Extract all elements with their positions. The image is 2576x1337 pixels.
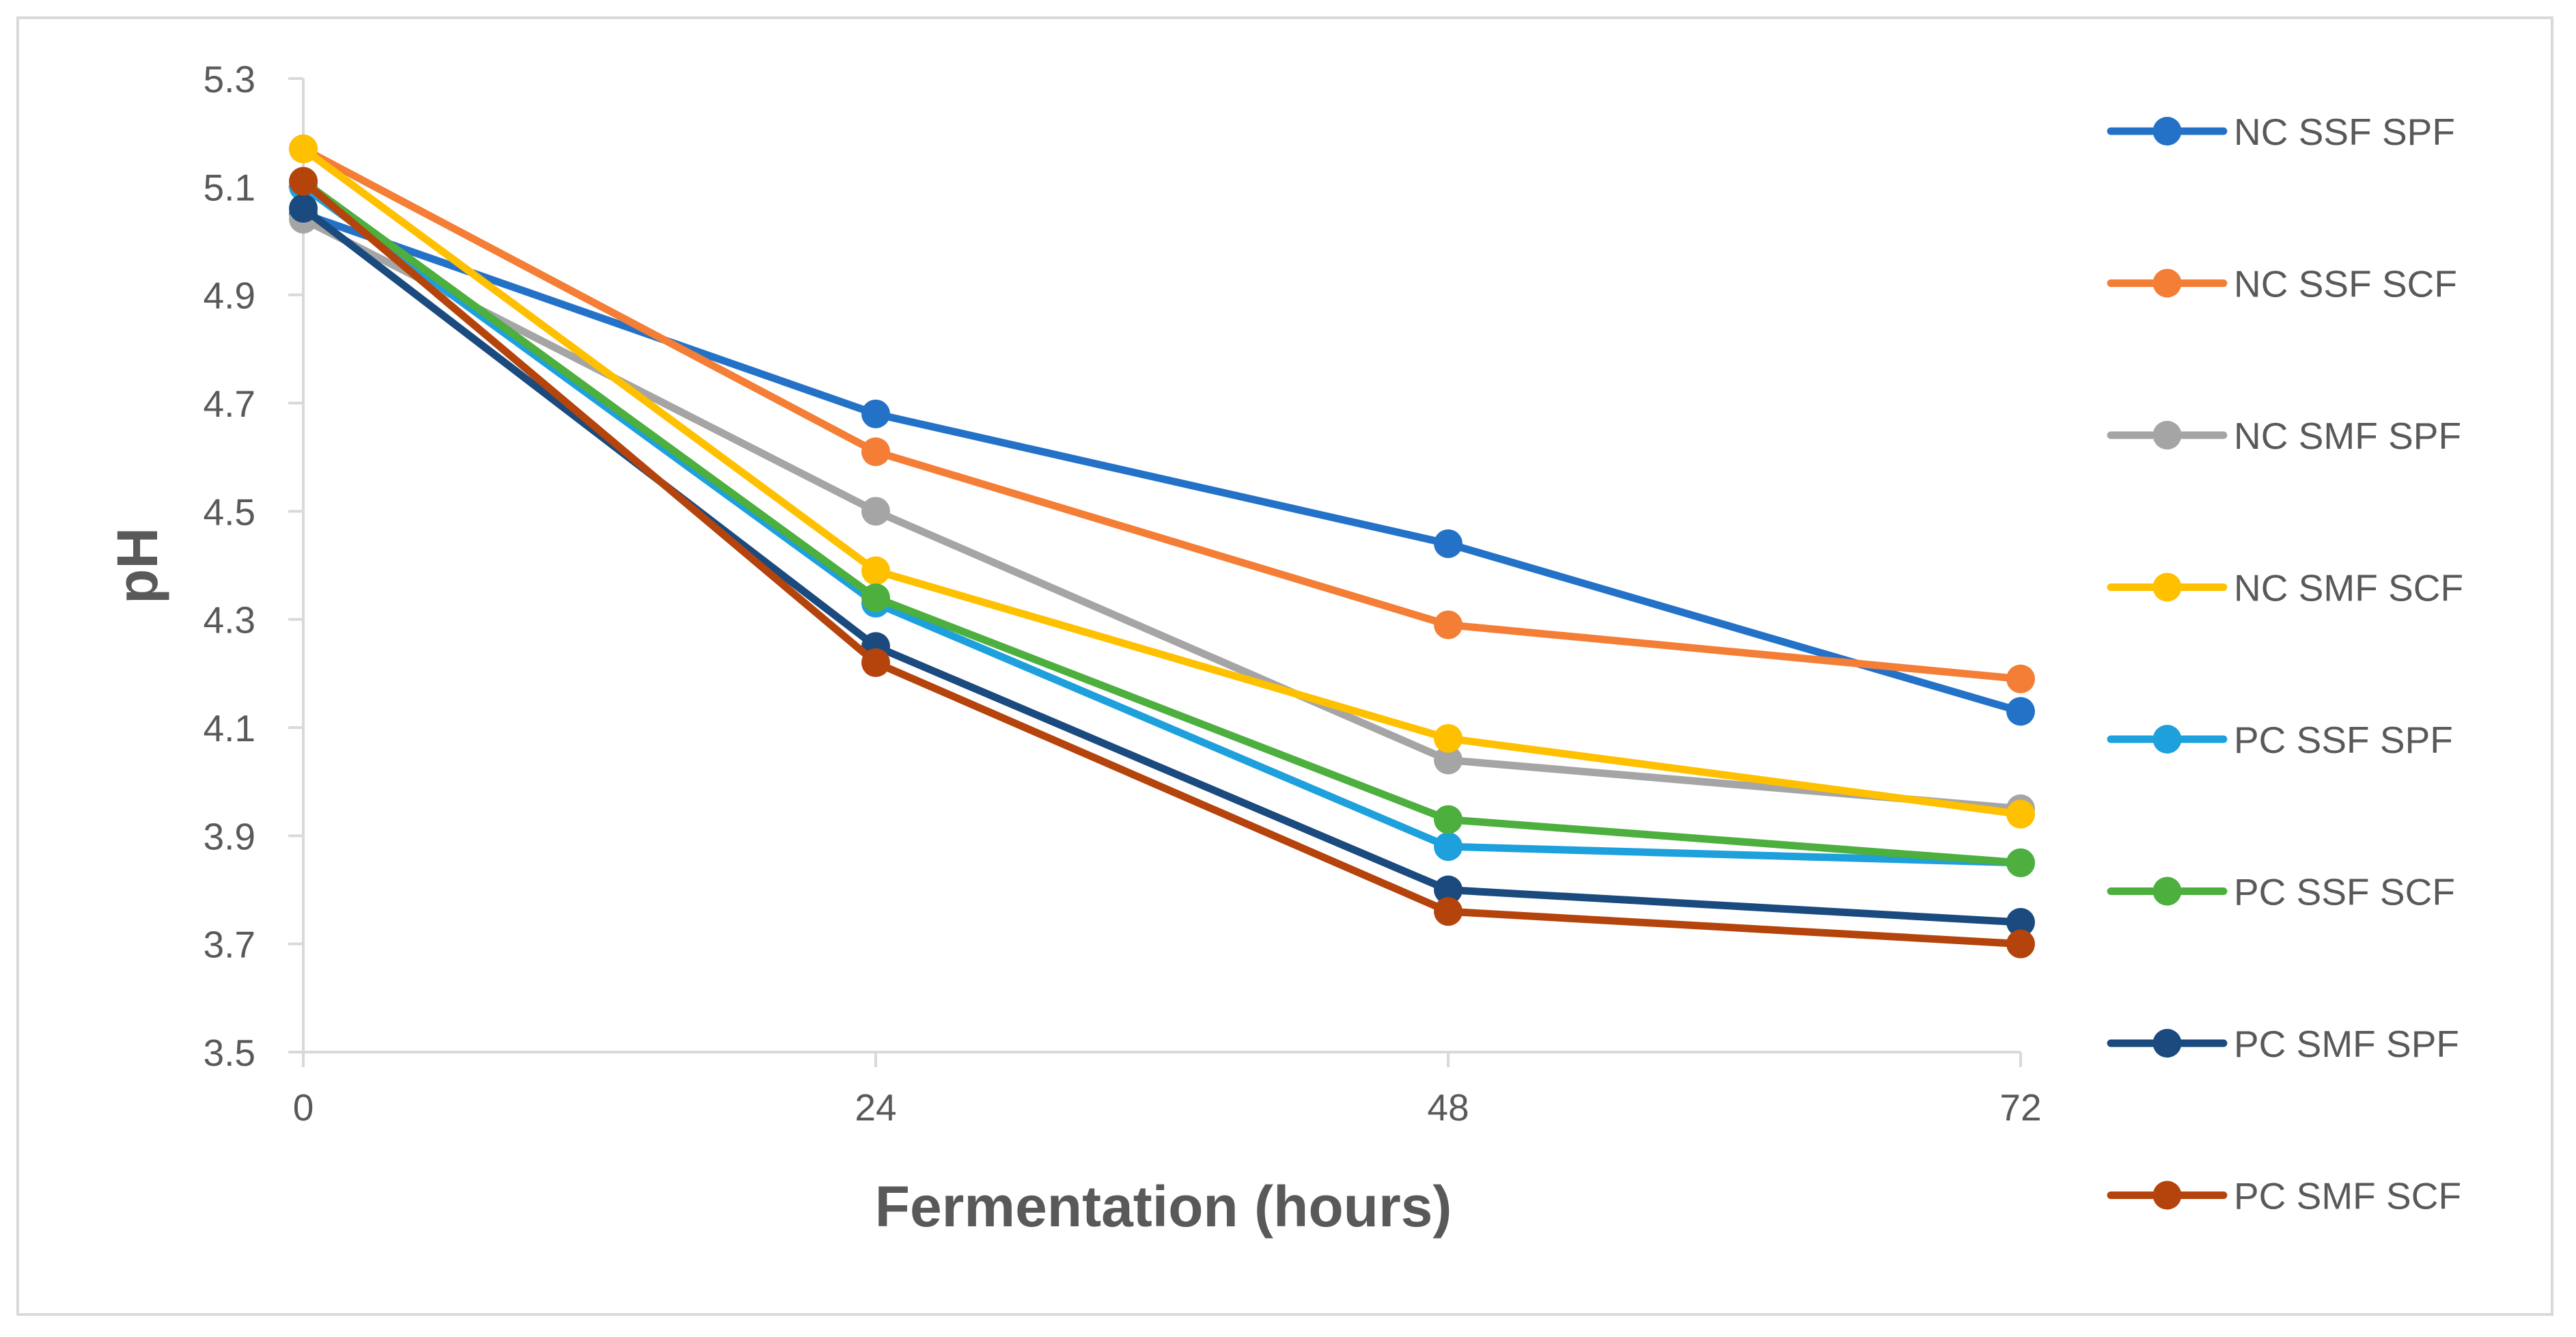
legend-swatch-marker — [2152, 573, 2182, 602]
data-point-pc-ssf-scf — [2006, 848, 2035, 877]
y-tick-label: 4.1 — [204, 707, 255, 749]
legend-label: PC SSF SCF — [2234, 871, 2455, 913]
legend-swatch-marker — [2152, 117, 2182, 146]
legend-swatch-marker — [2152, 1181, 2182, 1210]
series-line-pc-ssf-scf — [299, 177, 2025, 867]
y-tick-label: 4.9 — [204, 275, 255, 317]
data-point-nc-ssf-spf — [1434, 529, 1463, 558]
legend-swatch-marker — [2152, 725, 2182, 754]
data-point-pc-ssf-scf — [1434, 805, 1463, 834]
series-pc-ssf-scf — [289, 167, 2035, 877]
data-point-nc-ssf-spf — [861, 399, 890, 428]
series-pc-smf-scf — [289, 167, 2035, 959]
data-point-pc-smf-scf — [2006, 929, 2035, 959]
x-tick-label: 48 — [1427, 1086, 1469, 1129]
y-tick-label: 3.5 — [204, 1032, 255, 1074]
legend-item-pc-ssf-scf: PC SSF SCF — [2107, 871, 2455, 913]
series-nc-ssf-scf — [289, 134, 2035, 693]
series-nc-smf-scf — [289, 134, 2035, 829]
legend-swatch-marker — [2152, 1029, 2182, 1058]
x-tick-label: 72 — [1999, 1086, 2041, 1129]
legend-label: PC SSF SPF — [2234, 719, 2453, 761]
data-point-nc-smf-spf — [861, 497, 890, 526]
y-tick-label: 3.9 — [204, 815, 255, 857]
series-pc-smf-spf — [289, 194, 2035, 937]
data-point-pc-ssf-spf — [1434, 832, 1463, 862]
data-point-pc-smf-scf — [289, 167, 318, 196]
series-line-nc-ssf-spf — [299, 210, 2025, 715]
data-point-pc-smf-spf — [289, 194, 318, 223]
legend-swatch-marker — [2152, 421, 2182, 450]
legend-label: NC SMF SPF — [2234, 415, 2461, 457]
data-point-nc-ssf-spf — [2006, 697, 2035, 726]
legend-item-nc-smf-scf: NC SMF SCF — [2107, 567, 2463, 609]
data-point-nc-ssf-scf — [2006, 664, 2035, 693]
legend-swatch-marker — [2152, 877, 2182, 906]
data-point-nc-ssf-scf — [861, 437, 890, 467]
y-axis-title: pH — [105, 527, 169, 604]
legend: NC SSF SPF NC SSF SCF NC SMF SPF NC SMF SCF… — [2107, 111, 2463, 1217]
series-line-nc-smf-scf — [299, 145, 2025, 818]
data-point-pc-smf-scf — [861, 648, 890, 677]
legend-label: PC SMF SCF — [2234, 1175, 2461, 1217]
y-tick-label: 5.1 — [204, 166, 255, 208]
legend-item-pc-ssf-spf: PC SSF SPF — [2107, 719, 2453, 761]
data-point-pc-smf-spf — [2006, 908, 2035, 937]
y-tick-label: 3.7 — [204, 924, 255, 966]
y-tick-label: 4.3 — [204, 599, 255, 642]
legend-swatch-marker — [2152, 268, 2182, 298]
x-axis: 0 24 48 72 — [293, 1051, 2042, 1129]
legend-item-pc-smf-scf: PC SMF SCF — [2107, 1175, 2461, 1217]
y-tick-label: 4.5 — [204, 491, 255, 533]
legend-item-nc-ssf-spf: NC SSF SPF — [2107, 111, 2455, 153]
data-point-nc-smf-scf — [1434, 723, 1463, 753]
data-point-nc-smf-scf — [289, 134, 318, 163]
x-axis-title: Fermentation (hours) — [875, 1174, 1452, 1239]
x-tick-label: 24 — [855, 1086, 896, 1129]
data-point-pc-ssf-scf — [861, 583, 890, 612]
legend-label: NC SMF SCF — [2234, 567, 2463, 609]
data-point-pc-smf-scf — [1434, 897, 1463, 926]
y-tick-label: 4.7 — [204, 383, 255, 425]
series-line-nc-ssf-scf — [299, 145, 2025, 683]
data-point-nc-ssf-scf — [1434, 610, 1463, 639]
legend-label: PC SMF SPF — [2234, 1023, 2459, 1065]
x-tick-label: 0 — [293, 1086, 314, 1129]
series-line-nc-smf-spf — [299, 215, 2025, 813]
series-line-pc-smf-spf — [299, 204, 2025, 926]
y-tick-label: 5.3 — [204, 58, 255, 100]
legend-item-pc-smf-spf: PC SMF SPF — [2107, 1023, 2459, 1065]
legend-label: NC SSF SPF — [2234, 111, 2455, 153]
data-point-nc-smf-spf — [1434, 745, 1463, 775]
data-point-nc-smf-scf — [2006, 799, 2035, 829]
data-point-pc-smf-spf — [1434, 875, 1463, 905]
series-line-pc-ssf-spf — [299, 182, 2025, 867]
series-group — [289, 134, 2035, 959]
legend-item-nc-ssf-scf: NC SSF SCF — [2107, 263, 2457, 305]
chart-frame — [16, 16, 2553, 1316]
legend-item-nc-smf-spf: NC SMF SPF — [2107, 415, 2461, 457]
series-line-pc-smf-scf — [299, 177, 2025, 948]
y-axis: 3.5 3.7 3.9 4.1 4.3 4.5 4.7 4.9 5.1 5.3 — [204, 58, 305, 1074]
legend-label: NC SSF SCF — [2234, 263, 2457, 305]
data-point-nc-smf-scf — [861, 556, 890, 585]
